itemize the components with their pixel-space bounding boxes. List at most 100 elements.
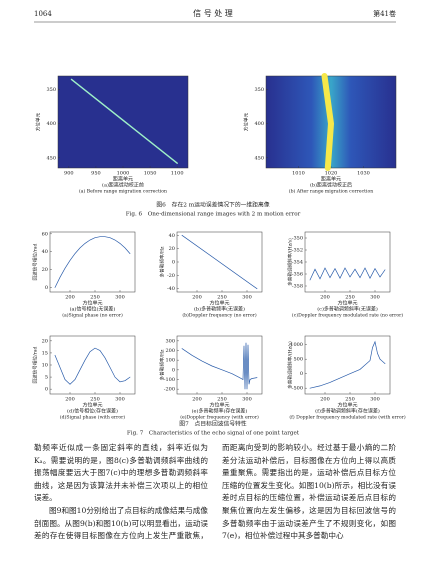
panel-caption: (b)距离徙动校正后 [310, 182, 352, 189]
y-axis-label: 多普勒频率/Hz [159, 246, 166, 278]
x-tick-label: 1100 [171, 171, 184, 177]
y-tick-label: 100 [165, 358, 175, 364]
y-tick-label: 0 [45, 285, 48, 291]
y-axis-label: 方位单元 [35, 112, 42, 131]
figures: 1064 信 号 处 理 第41卷 图6 存在2 m运动误差情况下的一维距离像 F… [32, 8, 406, 437]
panel-caption-en: (e)Doppler frequency (with error) [180, 414, 259, 421]
y-tick-label: 40 [42, 249, 48, 255]
y-tick-label: 0 [300, 371, 303, 377]
y-tick-label: -350 [292, 236, 303, 242]
plot-frame [49, 335, 136, 395]
panel-caption-en: (f) Doppler frequency modulated rate (wi… [289, 414, 405, 421]
y-tick-label: -352 [292, 248, 303, 254]
x-tick-label: 1050 [144, 171, 157, 177]
y-tick-label: -40 [167, 286, 175, 292]
page-number: 1064 [34, 10, 52, 18]
x-tick-label: 250 [217, 397, 227, 403]
figure-caption-en: Fig. 7 Characteristics of the echo signa… [127, 431, 300, 437]
y-tick-label: 350 [46, 87, 56, 93]
figure-caption-en: Fig. 6 One-dimensional range images with… [126, 212, 301, 218]
paragraph: 图9和图10分别给出了点目标的成像结果与成像剖面图。从图9(b)和图10(b)可… [34, 443, 396, 541]
x-axis-label: 方位单元 [82, 300, 102, 307]
y-tick-label: -100 [164, 377, 175, 383]
panel-caption-en: (a) Before range migration correction [79, 188, 167, 195]
body-text: 勒频率近似成一条固定斜率的直线，斜率近似为Kₐ。需要说明的是，图8(c)多普勒调… [34, 442, 396, 568]
figure-caption: 图7 点目标回波信号特性 [179, 420, 247, 428]
x-axis-label: 方位单元 [337, 402, 357, 409]
y-tick-label: 0 [172, 260, 175, 266]
x-axis-label: 距离单元 [321, 176, 341, 183]
y-tick-label: 300 [165, 338, 175, 344]
y-tick-label: 60 [42, 231, 48, 237]
data-line [54, 347, 131, 385]
panel-caption-en: (b) After range migration correction [289, 188, 373, 195]
y-tick-label: 200 [165, 348, 175, 354]
x-axis-label: 方位单元 [82, 402, 102, 409]
x-tick-label: 1030 [357, 171, 370, 177]
figure-caption: 图6 存在2 m运动误差情况下的一维距离像 [156, 201, 269, 209]
x-tick-label: 1010 [292, 171, 305, 177]
panel-caption-en: (b)Doppler frequency (no error) [182, 312, 257, 319]
plot-frame [304, 335, 391, 395]
x-tick-label: 250 [90, 397, 100, 403]
y-tick-label: 0 [45, 387, 48, 393]
y-tick-label: 20 [42, 338, 48, 344]
x-tick-label: 1020 [325, 171, 338, 177]
panel-caption: (d)信号相位(存在误差) [67, 408, 118, 415]
x-tick-label: 300 [370, 397, 380, 403]
x-tick-label: 200 [65, 397, 75, 403]
y-tick-label: 20 [42, 267, 48, 273]
y-tick-label: 450 [254, 155, 264, 161]
y-tick-label: 0 [172, 367, 175, 373]
journal-name: 信 号 处 理 [193, 8, 233, 18]
data-line [54, 236, 131, 288]
y-tick-label: 350 [254, 87, 264, 93]
y-tick-label: 15 [42, 350, 48, 356]
y-tick-label: 400 [46, 121, 56, 127]
plot-frame [49, 231, 136, 293]
heatmap-ridge [321, 73, 335, 171]
panel-caption: (a)距离徙动校正前 [102, 182, 144, 189]
x-axis-label: 方位单元 [209, 300, 229, 307]
y-tick-label: -358 [292, 284, 303, 290]
y-tick-label: 1000 [290, 342, 303, 348]
y-axis-label: 回波信号相位/rad [32, 243, 39, 280]
y-tick-label: 450 [46, 155, 56, 161]
y-axis-label: 多普勒调频斜率/(Hz/s) [287, 341, 294, 389]
plot-frame [304, 231, 391, 293]
y-tick-label: 5 [45, 375, 48, 381]
x-tick-label: 200 [320, 397, 330, 403]
x-tick-label: 300 [242, 295, 252, 301]
y-axis-label: 回波信号相位/rad [32, 346, 39, 383]
x-tick-label: 250 [345, 397, 355, 403]
plot-frame [176, 335, 263, 395]
x-tick-label: 250 [90, 295, 100, 301]
x-tick-label: 300 [115, 295, 125, 301]
y-tick-label: -20 [167, 273, 175, 279]
x-tick-label: 300 [115, 397, 125, 403]
panel-caption: (b)多普勒频率(无误差) [194, 306, 245, 313]
panel-caption-en: (c)Doppler frequency modulated rate (no … [292, 312, 403, 319]
x-axis-label: 方位单元 [337, 300, 357, 307]
y-axis-label: 多普勒频率/Hz [159, 349, 166, 381]
x-axis-label: 距离单元 [113, 176, 133, 183]
data-line [181, 342, 258, 390]
panel-caption: (c)多普勒调频斜率(无误差) [317, 306, 378, 313]
x-tick-label: 900 [64, 171, 74, 177]
y-axis-label: 多普勒调频斜率/(Hz/s) [287, 238, 294, 286]
x-tick-label: 950 [91, 171, 101, 177]
y-tick-label: 20 [169, 246, 175, 252]
paragraph: 勒频率近似成一条固定斜率的直线，斜率近似为Kₐ。需要说明的是，图8(c)多普勒调… [34, 443, 208, 503]
panel-caption-en: (d)Signal phase (with error) [60, 414, 125, 421]
y-tick-label: 400 [254, 121, 264, 127]
y-tick-label: 40 [169, 233, 175, 239]
x-tick-label: 200 [320, 295, 330, 301]
y-tick-label: -356 [292, 272, 303, 278]
data-line [181, 234, 258, 290]
x-tick-label: 250 [345, 295, 355, 301]
x-axis-label: 方位单元 [209, 402, 229, 409]
data-line [309, 267, 386, 281]
x-tick-label: 200 [192, 397, 202, 403]
y-axis-label: 方位单元 [243, 112, 250, 131]
